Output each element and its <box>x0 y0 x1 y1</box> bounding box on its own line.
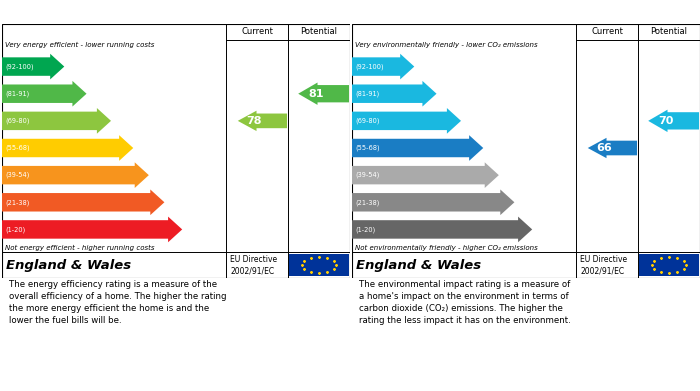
Text: (92-100): (92-100) <box>5 63 34 70</box>
Text: 70: 70 <box>658 116 673 126</box>
Text: Very energy efficient - lower running costs: Very energy efficient - lower running co… <box>5 42 155 48</box>
FancyArrow shape <box>2 81 87 106</box>
Text: (69-80): (69-80) <box>355 118 379 124</box>
FancyArrow shape <box>2 108 111 134</box>
Text: (21-38): (21-38) <box>5 199 29 206</box>
Text: C: C <box>113 114 121 127</box>
Text: EU Directive: EU Directive <box>230 255 278 264</box>
Bar <box>639 254 699 276</box>
Text: England & Wales: England & Wales <box>6 258 131 271</box>
Text: Energy Efficiency Rating: Energy Efficiency Rating <box>7 7 169 20</box>
FancyArrow shape <box>352 162 499 188</box>
Text: F: F <box>166 196 174 209</box>
FancyArrow shape <box>352 190 514 215</box>
Text: The environmental impact rating is a measure of
a home's impact on the environme: The environmental impact rating is a mea… <box>359 280 570 325</box>
Text: Environmental Impact (CO₂) Rating: Environmental Impact (CO₂) Rating <box>357 7 589 20</box>
Text: 66: 66 <box>596 143 612 153</box>
Text: Potential: Potential <box>650 27 687 36</box>
Text: (1-20): (1-20) <box>355 226 375 233</box>
Text: G: G <box>533 223 543 236</box>
Text: Current: Current <box>592 27 623 36</box>
FancyArrow shape <box>352 217 532 242</box>
Text: (81-91): (81-91) <box>355 90 379 97</box>
Text: (39-54): (39-54) <box>5 172 29 178</box>
FancyArrow shape <box>648 109 699 132</box>
FancyArrow shape <box>352 108 461 134</box>
FancyArrow shape <box>352 54 414 79</box>
Text: A: A <box>66 60 75 73</box>
Text: (81-91): (81-91) <box>5 90 29 97</box>
Text: Not energy efficient - higher running costs: Not energy efficient - higher running co… <box>5 245 155 251</box>
FancyArrow shape <box>352 135 483 161</box>
Text: (55-68): (55-68) <box>355 145 379 151</box>
FancyArrow shape <box>2 217 182 242</box>
Text: 78: 78 <box>246 116 262 126</box>
Bar <box>289 254 349 276</box>
Text: B: B <box>438 87 447 100</box>
Text: EU Directive: EU Directive <box>580 255 628 264</box>
Text: (69-80): (69-80) <box>5 118 29 124</box>
Text: The energy efficiency rating is a measure of the
overall efficiency of a home. T: The energy efficiency rating is a measur… <box>9 280 227 325</box>
FancyArrow shape <box>2 54 64 79</box>
Text: (39-54): (39-54) <box>355 172 379 178</box>
Text: (1-20): (1-20) <box>5 226 25 233</box>
FancyArrow shape <box>238 111 287 131</box>
Text: D: D <box>135 142 144 154</box>
Text: E: E <box>150 169 158 182</box>
Text: B: B <box>88 87 97 100</box>
Text: E: E <box>500 169 508 182</box>
Text: England & Wales: England & Wales <box>356 258 481 271</box>
Text: A: A <box>416 60 425 73</box>
FancyArrow shape <box>588 138 637 158</box>
FancyArrow shape <box>352 81 437 106</box>
FancyArrow shape <box>298 83 349 105</box>
Text: 2002/91/EC: 2002/91/EC <box>230 266 274 275</box>
Text: Potential: Potential <box>300 27 337 36</box>
FancyArrow shape <box>2 162 149 188</box>
Text: (21-38): (21-38) <box>355 199 379 206</box>
Text: (92-100): (92-100) <box>355 63 384 70</box>
FancyArrow shape <box>2 135 133 161</box>
Text: F: F <box>516 196 524 209</box>
Text: 2002/91/EC: 2002/91/EC <box>580 266 624 275</box>
Text: C: C <box>463 114 471 127</box>
Text: Very environmentally friendly - lower CO₂ emissions: Very environmentally friendly - lower CO… <box>355 42 538 48</box>
Text: Not environmentally friendly - higher CO₂ emissions: Not environmentally friendly - higher CO… <box>355 245 538 251</box>
Text: G: G <box>183 223 193 236</box>
Text: D: D <box>485 142 494 154</box>
Text: Current: Current <box>241 27 273 36</box>
Text: (55-68): (55-68) <box>5 145 29 151</box>
Text: 81: 81 <box>308 89 323 99</box>
FancyArrow shape <box>2 190 164 215</box>
